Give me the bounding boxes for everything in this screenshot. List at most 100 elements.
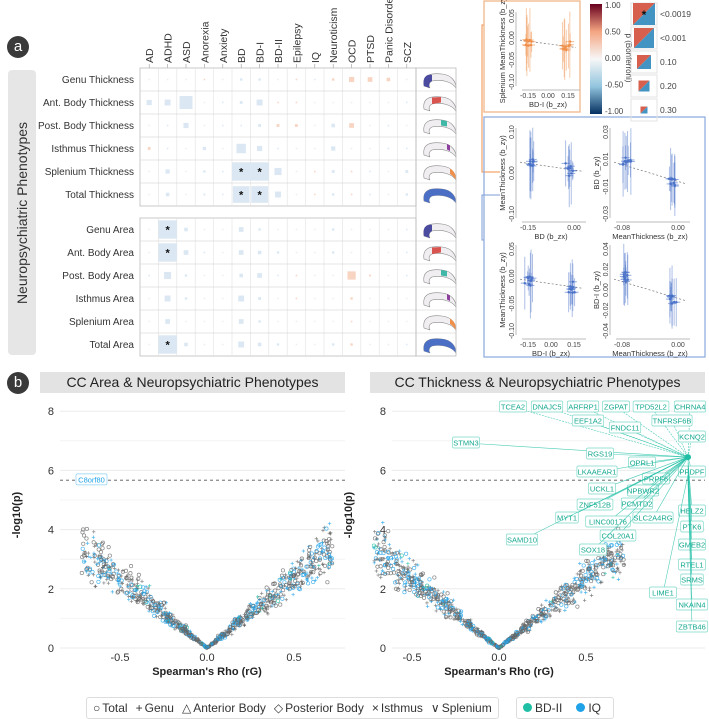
highlighted-segment bbox=[423, 224, 432, 238]
scatter-point bbox=[299, 558, 303, 563]
scatter-point bbox=[284, 598, 288, 602]
gene-label-box bbox=[599, 529, 637, 542]
y-tick-label: 0.00 bbox=[603, 283, 610, 297]
scatter-point bbox=[601, 572, 606, 577]
scatter-point bbox=[563, 582, 568, 587]
scatter-point bbox=[140, 579, 144, 584]
scatter-point bbox=[126, 584, 130, 589]
scatter-point bbox=[154, 614, 159, 619]
scatter-point bbox=[397, 564, 401, 568]
gene-label: GMEB2 bbox=[679, 541, 705, 550]
heatmap-cell bbox=[148, 320, 150, 323]
scatter-point bbox=[394, 559, 399, 564]
heatmap-cell bbox=[183, 250, 189, 255]
data-point bbox=[523, 281, 526, 285]
heatmap-cell bbox=[314, 228, 316, 231]
heatmap-cell bbox=[239, 101, 243, 104]
heatmap-cell bbox=[331, 146, 336, 151]
heatmap-cell bbox=[347, 271, 356, 280]
data-point bbox=[562, 47, 565, 51]
scatter-point bbox=[418, 593, 423, 598]
scatter-point bbox=[390, 551, 395, 555]
scatter-point bbox=[86, 573, 90, 578]
scatter-point bbox=[325, 548, 329, 553]
scatter-point bbox=[459, 609, 464, 614]
side-label-box: Neuropsychiatric Phenotypes bbox=[8, 70, 36, 355]
gene-label: ZBTB46 bbox=[678, 623, 706, 632]
scatter-point bbox=[98, 575, 103, 579]
scatter-point bbox=[427, 589, 432, 593]
heatmap-cell bbox=[387, 193, 390, 196]
scatter-point bbox=[227, 626, 231, 630]
scatter-point bbox=[373, 529, 377, 534]
scatter-point bbox=[462, 619, 466, 624]
gene-label-box bbox=[571, 414, 605, 427]
data-point bbox=[622, 275, 625, 278]
scatter-point bbox=[265, 606, 270, 611]
heatmap-cell bbox=[314, 274, 316, 277]
significance-star: * bbox=[239, 190, 244, 202]
scatter-point bbox=[544, 598, 548, 603]
row-label: Genu Area bbox=[86, 225, 134, 236]
gene-label: HELZ2 bbox=[680, 507, 703, 516]
scatter-point bbox=[299, 562, 303, 566]
p-legend-label: 0.10 bbox=[660, 57, 677, 67]
heatmap-cell bbox=[240, 78, 243, 81]
scatter-point bbox=[130, 577, 134, 582]
gene-label-box bbox=[678, 538, 706, 551]
p-legend-label: <0.001 bbox=[660, 33, 687, 43]
legend-item-isthmus: × Isthmus bbox=[372, 701, 423, 715]
scatter-point bbox=[189, 633, 194, 638]
scatter-point bbox=[138, 584, 143, 589]
scatter-point bbox=[120, 588, 124, 593]
scatter-point bbox=[152, 602, 157, 607]
heatmap-cell bbox=[332, 274, 334, 277]
scatter-point bbox=[550, 603, 555, 608]
x-tick-label: -0.5 bbox=[403, 652, 422, 664]
heatmap-cell bbox=[350, 101, 353, 104]
heatmap-cell bbox=[387, 274, 390, 277]
heatmap-cell bbox=[232, 186, 250, 203]
highlighted-segment bbox=[423, 74, 432, 88]
data-point bbox=[568, 43, 572, 46]
heatmap-cell bbox=[350, 228, 353, 231]
p-legend-blue bbox=[638, 80, 650, 92]
scatter-point bbox=[110, 575, 115, 580]
x-tick-label: 0.15 bbox=[561, 93, 575, 100]
heatmap-cell bbox=[258, 297, 262, 300]
heatmap-cell bbox=[203, 78, 206, 81]
scatter-point bbox=[427, 577, 432, 582]
label-leader-line bbox=[465, 442, 689, 458]
x-tick-label: 0.00 bbox=[671, 225, 685, 232]
data-point bbox=[568, 174, 571, 177]
scatter-point bbox=[396, 569, 401, 574]
scatter-point bbox=[300, 567, 304, 571]
heatmap-cell bbox=[148, 78, 150, 81]
scatter-point bbox=[164, 601, 168, 605]
scatter-point bbox=[382, 544, 387, 550]
heatmap-cell bbox=[184, 227, 188, 232]
heatmap-cell bbox=[406, 274, 408, 277]
legend-label: BD-II bbox=[535, 701, 563, 715]
scatter-point bbox=[183, 631, 189, 636]
scatter-point bbox=[105, 575, 110, 579]
scatter-point bbox=[495, 644, 499, 648]
x-tick-label: 0.0 bbox=[491, 652, 506, 664]
heatmap-cell bbox=[238, 250, 244, 255]
scatter-point bbox=[436, 588, 440, 592]
scatter-point bbox=[289, 583, 294, 588]
scatter-point bbox=[129, 564, 134, 569]
scatter-point bbox=[240, 618, 245, 623]
heatmap-cell bbox=[406, 101, 408, 104]
scatter-point bbox=[85, 565, 90, 570]
heatmap-cell bbox=[277, 274, 279, 277]
scatter-point bbox=[466, 618, 471, 624]
shape-legend: ○ Total + Genu △ Anterior Body ◇ Posterior Body… bbox=[86, 697, 499, 719]
gene-label: NKAIN4 bbox=[678, 601, 705, 610]
row-label: Genu Thickness bbox=[62, 75, 134, 86]
scatter-point bbox=[324, 539, 329, 544]
scatter-point bbox=[435, 600, 440, 605]
scatter-point bbox=[302, 570, 306, 574]
scatter-point bbox=[543, 609, 549, 614]
label-leader-line bbox=[636, 456, 689, 505]
